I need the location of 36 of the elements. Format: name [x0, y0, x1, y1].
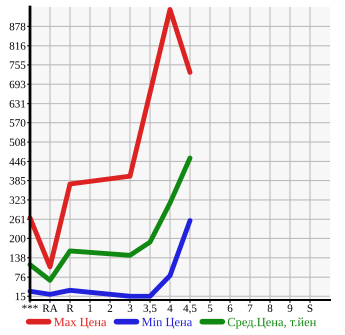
x-tick-label: 1	[88, 304, 92, 312]
x-tick-label: 7	[248, 304, 252, 312]
x-tick-label: S	[308, 304, 312, 312]
line-series	[28, 218, 192, 299]
y-tick-label: 631	[10, 100, 26, 108]
y-tick-label: 508	[10, 138, 26, 146]
y-tick-label: 755	[10, 61, 26, 69]
y-tick-label: 138	[10, 254, 26, 262]
x-tick-label: 9	[288, 304, 292, 312]
y-tick-label: 261	[10, 216, 26, 224]
x-tick-label: ***	[22, 304, 38, 309]
x-tick-label: 5	[208, 304, 212, 312]
line-series	[28, 156, 192, 283]
x-tick-label: 4	[167, 304, 173, 312]
y-tick-label: 200	[10, 234, 26, 242]
legend-label: Max Цена	[54, 318, 106, 329]
line-series	[28, 7, 192, 270]
y-tick-label: 816	[10, 42, 26, 50]
x-tick-label: 6	[228, 304, 232, 312]
y-tick-label: 878	[10, 22, 26, 30]
x-tick-label: R	[66, 304, 74, 312]
legend-label: Сред.Цена, т.йен	[228, 318, 316, 329]
x-tick-label: 3,5	[144, 304, 157, 314]
x-tick-label: 4,5	[183, 304, 197, 314]
x-tick-label: 2	[108, 304, 112, 312]
y-tick-label: 15	[16, 292, 26, 300]
y-tick-label: 385	[10, 177, 26, 185]
y-tick-label: 570	[10, 119, 26, 127]
x-tick-label: 3	[128, 304, 132, 312]
y-tick-label: 446	[9, 158, 26, 166]
legend-label: Min Цена	[142, 318, 192, 329]
x-tick-label: 8	[268, 304, 272, 312]
y-tick-label: 693	[10, 80, 26, 88]
y-tick-label: 323	[10, 196, 26, 204]
x-tick-label: RA	[42, 304, 58, 312]
y-tick-label: 76	[15, 274, 26, 282]
